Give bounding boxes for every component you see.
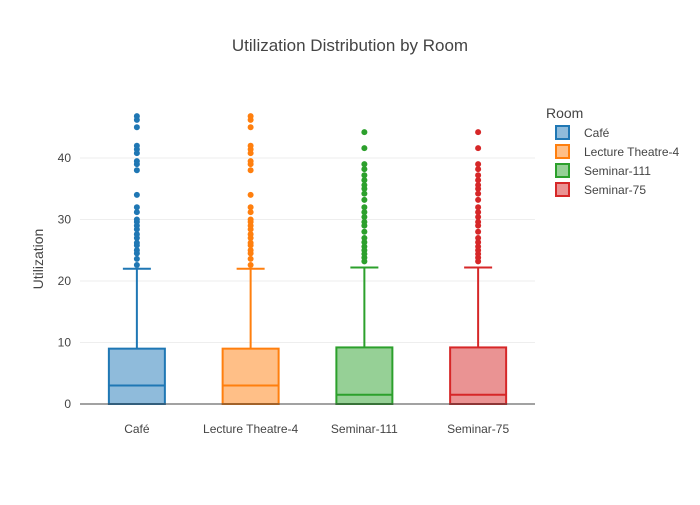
outlier-point (247, 204, 254, 211)
outlier-point (361, 177, 368, 184)
outlier-point (247, 216, 254, 223)
legend[interactable]: Room Café Lecture Theatre-4 Seminar-111 Sem… (546, 105, 679, 197)
legend-label: Café (584, 126, 610, 140)
outlier-point (475, 129, 482, 136)
outlier-point (247, 191, 254, 198)
outlier-point (361, 239, 368, 246)
outlier-point (361, 182, 368, 189)
outlier-point (475, 204, 482, 211)
outlier-point (475, 182, 482, 189)
legend-label: Seminar-75 (584, 183, 646, 197)
y-tick-labels: 0 10 20 30 40 (58, 151, 72, 411)
legend-title: Room (546, 105, 583, 121)
outlier-point (361, 209, 368, 216)
outlier-point (475, 228, 482, 235)
outlier-point (475, 172, 482, 179)
x-tick-label: Café (124, 422, 150, 436)
outlier-point (133, 191, 140, 198)
legend-label: Lecture Theatre-4 (584, 145, 679, 159)
y-tick-label: 30 (58, 213, 72, 227)
outlier-point (361, 243, 368, 250)
outlier-point (475, 196, 482, 203)
outlier-point (133, 158, 140, 165)
outlier-point (133, 209, 140, 216)
outlier-point (475, 161, 482, 168)
outlier-point (247, 124, 254, 131)
outlier-point (133, 142, 140, 149)
chart-title: Utilization Distribution by Room (232, 36, 468, 55)
box-lecture-theatre-4[interactable] (221, 113, 280, 405)
outlier-point (361, 196, 368, 203)
outlier-point (475, 145, 482, 152)
outlier-point (475, 177, 482, 184)
outlier-point (475, 234, 482, 241)
outlier-point (475, 166, 482, 173)
x-tick-label: Lecture Theatre-4 (203, 422, 298, 436)
box-seminar-111[interactable] (335, 129, 394, 406)
outlier-point (475, 209, 482, 216)
outlier-point (133, 239, 140, 246)
y-axis-title: Utilization (30, 229, 46, 290)
outlier-point (361, 190, 368, 197)
outlier-point (361, 166, 368, 173)
y-tick-label: 40 (58, 151, 72, 165)
legend-swatch (555, 144, 570, 159)
legend-item-seminar-111[interactable]: Seminar-111 (555, 163, 651, 178)
outlier-point (133, 262, 140, 269)
outlier-point (475, 239, 482, 246)
y-tick-label: 10 (58, 336, 72, 350)
outlier-point (475, 218, 482, 225)
box-seminar-75[interactable] (449, 129, 508, 406)
legend-item-caf-[interactable]: Café (555, 125, 610, 140)
legend-item-seminar-75[interactable]: Seminar-75 (555, 182, 646, 197)
outlier-point (361, 228, 368, 235)
outlier-point (361, 129, 368, 136)
y-tick-label: 0 (64, 397, 71, 411)
outlier-point (133, 247, 140, 254)
outlier-point (247, 247, 254, 254)
outlier-point (247, 262, 254, 269)
iqr-box (107, 347, 166, 405)
y-tick-label: 20 (58, 274, 72, 288)
x-tick-label: Seminar-111 (331, 422, 398, 436)
outlier-point (247, 167, 254, 174)
legend-swatch (555, 163, 570, 178)
outlier-point (247, 113, 254, 120)
outlier-point (247, 209, 254, 216)
outlier-point (475, 243, 482, 250)
outlier-point (361, 145, 368, 152)
outlier-point (133, 124, 140, 131)
outlier-point (133, 113, 140, 120)
legend-label: Seminar-111 (584, 164, 651, 178)
outlier-point (361, 204, 368, 211)
outlier-point (361, 214, 368, 221)
legend-item-lecture-theatre-4[interactable]: Lecture Theatre-4 (555, 144, 679, 159)
outlier-point (247, 231, 254, 238)
iqr-box (221, 347, 280, 405)
grid-lines (80, 157, 535, 343)
outlier-point (361, 172, 368, 179)
outlier-point (247, 239, 254, 246)
outlier-point (247, 158, 254, 165)
outlier-point (247, 142, 254, 149)
legend-swatch (555, 182, 570, 197)
outlier-point (133, 167, 140, 174)
outlier-point (247, 255, 254, 262)
outlier-point (475, 214, 482, 221)
outlier-point (133, 231, 140, 238)
outlier-point (475, 190, 482, 197)
outlier-point (361, 218, 368, 225)
box-caf-[interactable] (107, 113, 166, 405)
x-tick-label: Seminar-75 (447, 422, 509, 436)
x-tick-labels: Café Lecture Theatre-4 Seminar-111 Seminar-… (124, 422, 509, 436)
outlier-point (133, 204, 140, 211)
boxes (107, 113, 508, 406)
legend-swatch (555, 125, 570, 140)
outlier-point (361, 161, 368, 168)
outlier-point (133, 216, 140, 223)
outlier-point (133, 255, 140, 262)
outlier-point (361, 234, 368, 241)
